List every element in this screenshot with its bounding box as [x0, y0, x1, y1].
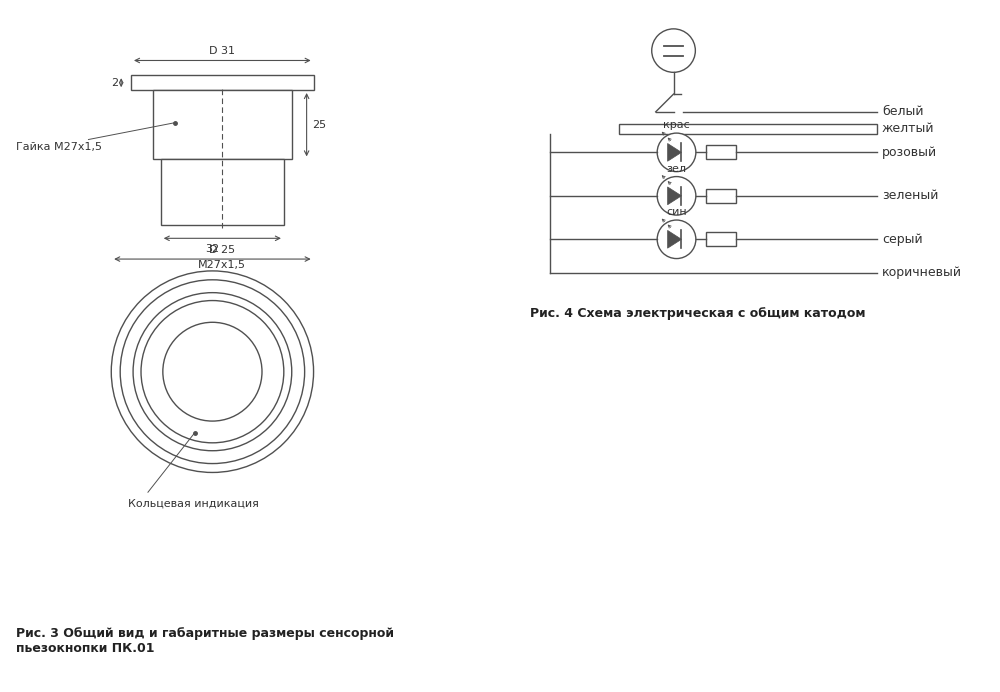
- Text: D 31: D 31: [209, 46, 235, 55]
- Text: 25: 25: [313, 120, 327, 129]
- Ellipse shape: [141, 300, 284, 443]
- Circle shape: [652, 29, 695, 73]
- Text: Кольцевая индикация: Кольцевая индикация: [128, 498, 259, 508]
- Text: зеленый: зеленый: [882, 190, 938, 202]
- Polygon shape: [668, 143, 681, 161]
- Text: крас: крас: [663, 120, 690, 130]
- Polygon shape: [668, 230, 681, 248]
- Bar: [706, 145, 736, 159]
- Ellipse shape: [120, 280, 305, 464]
- Text: серый: серый: [882, 233, 922, 246]
- Bar: [131, 75, 314, 90]
- Circle shape: [657, 133, 696, 172]
- Text: розовый: розовый: [882, 146, 937, 159]
- Bar: [153, 90, 292, 159]
- Text: 32: 32: [205, 244, 219, 254]
- Circle shape: [657, 176, 696, 215]
- Text: Рис. 3 Общий вид и габаритные размеры сенсорной
пьезокнопки ПК.01: Рис. 3 Общий вид и габаритные размеры се…: [16, 626, 394, 655]
- Text: D 25: D 25: [209, 245, 235, 255]
- Text: 2: 2: [111, 78, 118, 88]
- Ellipse shape: [163, 322, 262, 421]
- Text: Рис. 4 Схема электрическая с общим катодом: Рис. 4 Схема электрическая с общим катод…: [530, 307, 865, 320]
- Ellipse shape: [111, 271, 314, 473]
- Text: син: син: [666, 207, 687, 217]
- Text: желтый: желтый: [882, 122, 934, 135]
- Text: зел: зел: [667, 163, 687, 174]
- Circle shape: [657, 220, 696, 259]
- Text: белый: белый: [882, 105, 923, 118]
- Ellipse shape: [133, 293, 292, 450]
- Bar: [161, 159, 284, 226]
- Text: М27х1,5: М27х1,5: [198, 260, 246, 270]
- Text: коричневый: коричневый: [882, 266, 962, 280]
- Text: Гайка М27х1,5: Гайка М27х1,5: [16, 143, 102, 152]
- Polygon shape: [668, 187, 681, 205]
- Bar: [706, 189, 736, 203]
- Bar: [706, 233, 736, 246]
- Bar: [619, 124, 877, 134]
